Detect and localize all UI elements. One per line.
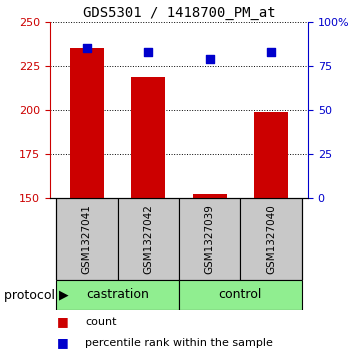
Text: protocol ▶: protocol ▶ [4, 289, 68, 302]
Point [268, 49, 274, 55]
Bar [131, 77, 165, 198]
Bar [193, 195, 226, 198]
Text: GSM1327039: GSM1327039 [205, 204, 215, 274]
Bar [240, 198, 302, 280]
Bar [118, 198, 179, 280]
Text: castration: castration [86, 289, 149, 302]
Text: GSM1327040: GSM1327040 [266, 204, 276, 274]
Text: percentile rank within the sample: percentile rank within the sample [85, 338, 273, 348]
Bar [56, 198, 118, 280]
Text: GSM1327041: GSM1327041 [82, 204, 92, 274]
Text: ■: ■ [57, 337, 69, 350]
Point [84, 45, 90, 51]
Point [146, 49, 151, 55]
Text: count: count [85, 317, 117, 327]
Text: GSM1327042: GSM1327042 [143, 204, 153, 274]
Text: ■: ■ [57, 315, 69, 329]
Text: control: control [219, 289, 262, 302]
Bar [56, 280, 179, 310]
Bar [70, 48, 104, 198]
Bar [179, 198, 240, 280]
Title: GDS5301 / 1418700_PM_at: GDS5301 / 1418700_PM_at [83, 5, 275, 20]
Bar [254, 112, 288, 198]
Bar [179, 280, 302, 310]
Point [207, 56, 212, 62]
